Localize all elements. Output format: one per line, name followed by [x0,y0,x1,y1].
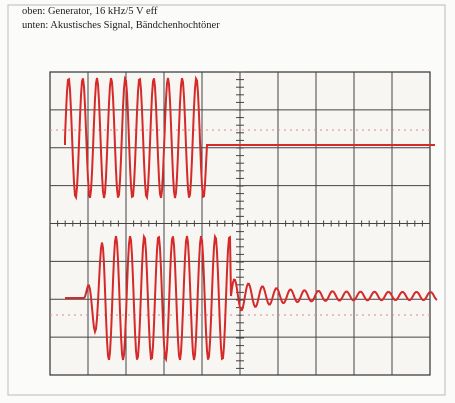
oscillogram [0,0,455,403]
caption-line: unten: Akustisches Signal, Bändchenhocht… [22,20,220,31]
caption-line: oben: Generator, 16 kHz/5 V eff [22,6,157,17]
page: oben: Generator, 16 kHz/5 V eff unten: A… [0,0,455,403]
